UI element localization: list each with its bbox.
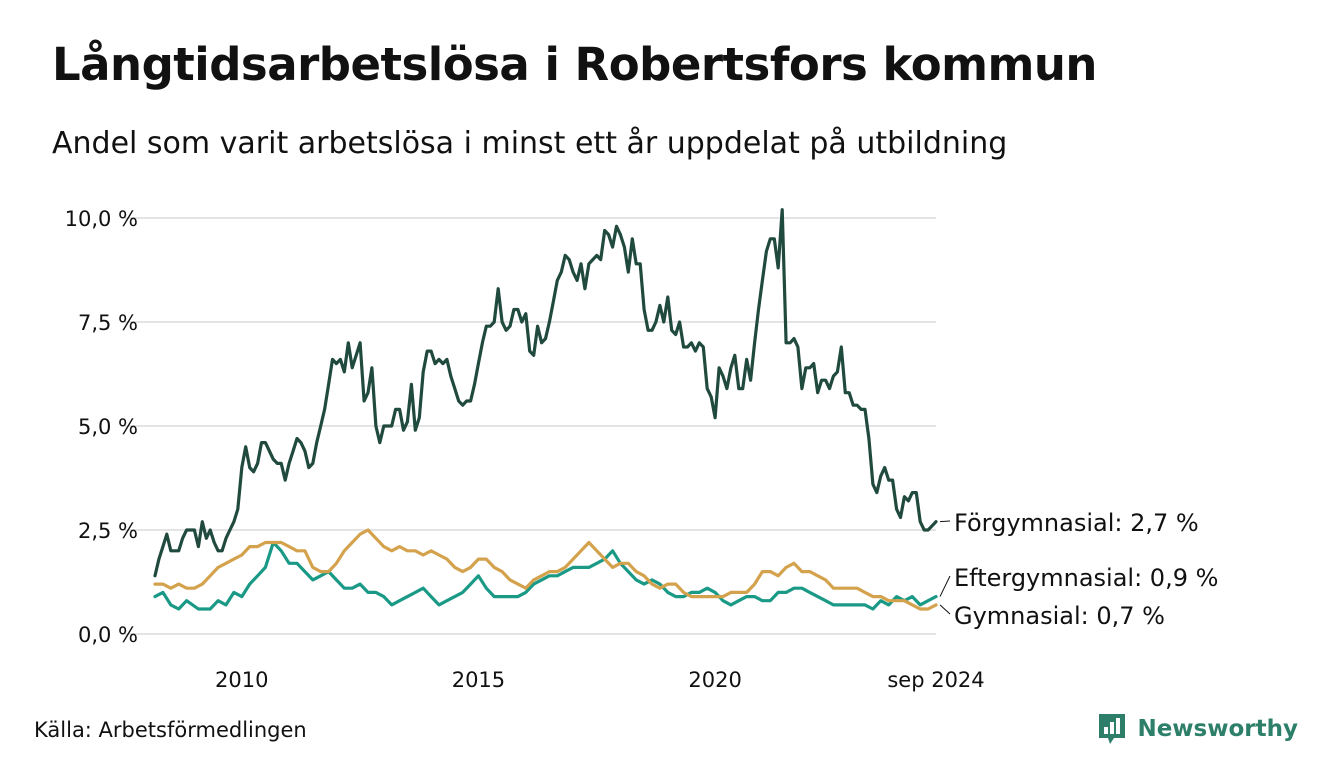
label-connector [939,575,951,597]
chart-title: Långtidsarbetslösa i Robertsfors kommun [52,38,1097,91]
y-axis-ticks: 0,0 % 2,5 % 5,0 % 7,5 % 10,0 % [65,207,138,647]
newsworthy-logo-icon [1099,714,1126,744]
series-lines [153,208,938,611]
series-line-förgymnasial [153,208,938,578]
x-tick-label: sep 2024 [887,668,984,692]
x-tick-label: 2010 [215,668,268,692]
end-label-forgymnasial: Förgymnasial: 2,7 % [954,509,1199,537]
y-tick-label: 5,0 % [78,415,138,439]
end-label-eftergymnasial: Eftergymnasial: 0,9 % [954,564,1218,592]
line-chart: 0,0 % 2,5 % 5,0 % 7,5 % 10,0 % 2010 2015 2020 s… [65,207,1219,692]
y-tick-label: 2,5 % [78,519,138,543]
label-connector [939,520,951,523]
series-line-gymnasial [153,528,938,611]
x-tick-label: 2015 [452,668,505,692]
gridlines [125,217,936,635]
y-tick-label: 0,0 % [78,623,138,647]
end-labels: Förgymnasial: 2,7 % Eftergymnasial: 0,9 %… [939,509,1218,630]
chart-subtitle: Andel som varit arbetslösa i minst ett å… [52,126,1008,161]
y-tick-label: 10,0 % [65,207,138,231]
x-tick-label: 2020 [688,668,741,692]
label-connector [939,604,951,615]
end-label-gymnasial: Gymnasial: 0,7 % [954,602,1165,630]
brand-name: Newsworthy [1137,716,1298,742]
series-line-eftergymnasial [153,540,938,611]
source-note: Källa: Arbetsförmedlingen [34,718,307,742]
brand-logo[interactable]: Newsworthy [1097,712,1298,746]
y-tick-label: 7,5 % [78,311,138,335]
x-axis-ticks: 2010 2015 2020 sep 2024 [215,668,985,692]
